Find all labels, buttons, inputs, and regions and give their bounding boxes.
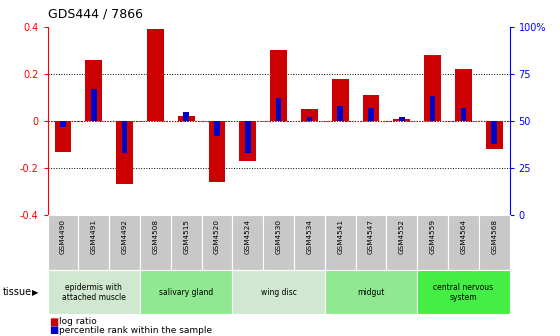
Bar: [325, 270, 417, 314]
Text: GSM4520: GSM4520: [214, 219, 220, 254]
Bar: [294, 215, 325, 270]
Text: GSM4552: GSM4552: [399, 219, 405, 254]
Bar: [368, 108, 374, 121]
Text: GSM4524: GSM4524: [245, 219, 251, 254]
Bar: [270, 50, 287, 121]
Bar: [448, 215, 479, 270]
Text: GSM4547: GSM4547: [368, 219, 374, 254]
Bar: [263, 215, 294, 270]
Bar: [399, 117, 404, 121]
Text: GDS444 / 7866: GDS444 / 7866: [48, 7, 143, 20]
Text: midgut: midgut: [357, 288, 385, 297]
Text: ■: ■: [49, 325, 59, 335]
Bar: [239, 121, 256, 161]
Bar: [393, 119, 410, 121]
Bar: [214, 121, 220, 136]
Bar: [461, 108, 466, 121]
Bar: [208, 121, 226, 182]
Bar: [417, 215, 448, 270]
Bar: [338, 106, 343, 121]
Bar: [78, 215, 109, 270]
Bar: [479, 215, 510, 270]
Bar: [232, 215, 263, 270]
Text: GSM4490: GSM4490: [60, 219, 66, 254]
Bar: [202, 215, 232, 270]
Bar: [140, 215, 171, 270]
Text: central nervous
system: central nervous system: [433, 283, 493, 302]
Bar: [116, 121, 133, 184]
Text: GSM4492: GSM4492: [122, 219, 128, 254]
Bar: [48, 270, 140, 314]
Bar: [147, 29, 164, 121]
Bar: [122, 121, 127, 153]
Text: GSM4515: GSM4515: [183, 219, 189, 254]
Text: epidermis with
attached muscle: epidermis with attached muscle: [62, 283, 126, 302]
Bar: [171, 215, 202, 270]
Text: GSM4508: GSM4508: [152, 219, 158, 254]
Bar: [301, 109, 318, 121]
Bar: [48, 215, 78, 270]
Text: percentile rank within the sample: percentile rank within the sample: [59, 326, 212, 335]
Text: GSM4491: GSM4491: [91, 219, 97, 254]
Bar: [356, 215, 386, 270]
Bar: [325, 215, 356, 270]
Bar: [91, 89, 96, 121]
Bar: [54, 121, 72, 152]
Text: GSM4568: GSM4568: [491, 219, 497, 254]
Text: GSM4559: GSM4559: [430, 219, 436, 254]
Text: GSM4541: GSM4541: [337, 219, 343, 254]
Bar: [140, 270, 232, 314]
Bar: [60, 121, 66, 127]
Text: ▶: ▶: [32, 288, 39, 297]
Text: tissue: tissue: [3, 287, 32, 297]
Bar: [362, 95, 380, 121]
Text: log ratio: log ratio: [59, 317, 96, 326]
Bar: [486, 121, 503, 149]
Bar: [307, 117, 312, 121]
Bar: [417, 270, 510, 314]
Bar: [184, 112, 189, 121]
Bar: [455, 69, 472, 121]
Bar: [232, 270, 325, 314]
Bar: [245, 121, 250, 153]
Text: GSM4564: GSM4564: [460, 219, 466, 254]
Bar: [178, 116, 195, 121]
Bar: [430, 96, 435, 121]
Bar: [85, 60, 102, 121]
Bar: [492, 121, 497, 143]
Bar: [424, 55, 441, 121]
Bar: [332, 79, 349, 121]
Text: ■: ■: [49, 317, 59, 327]
Bar: [386, 215, 417, 270]
Text: GSM4534: GSM4534: [306, 219, 312, 254]
Text: GSM4530: GSM4530: [276, 219, 282, 254]
Text: salivary gland: salivary gland: [159, 288, 213, 297]
Bar: [276, 98, 281, 121]
Bar: [109, 215, 140, 270]
Text: wing disc: wing disc: [260, 288, 297, 297]
